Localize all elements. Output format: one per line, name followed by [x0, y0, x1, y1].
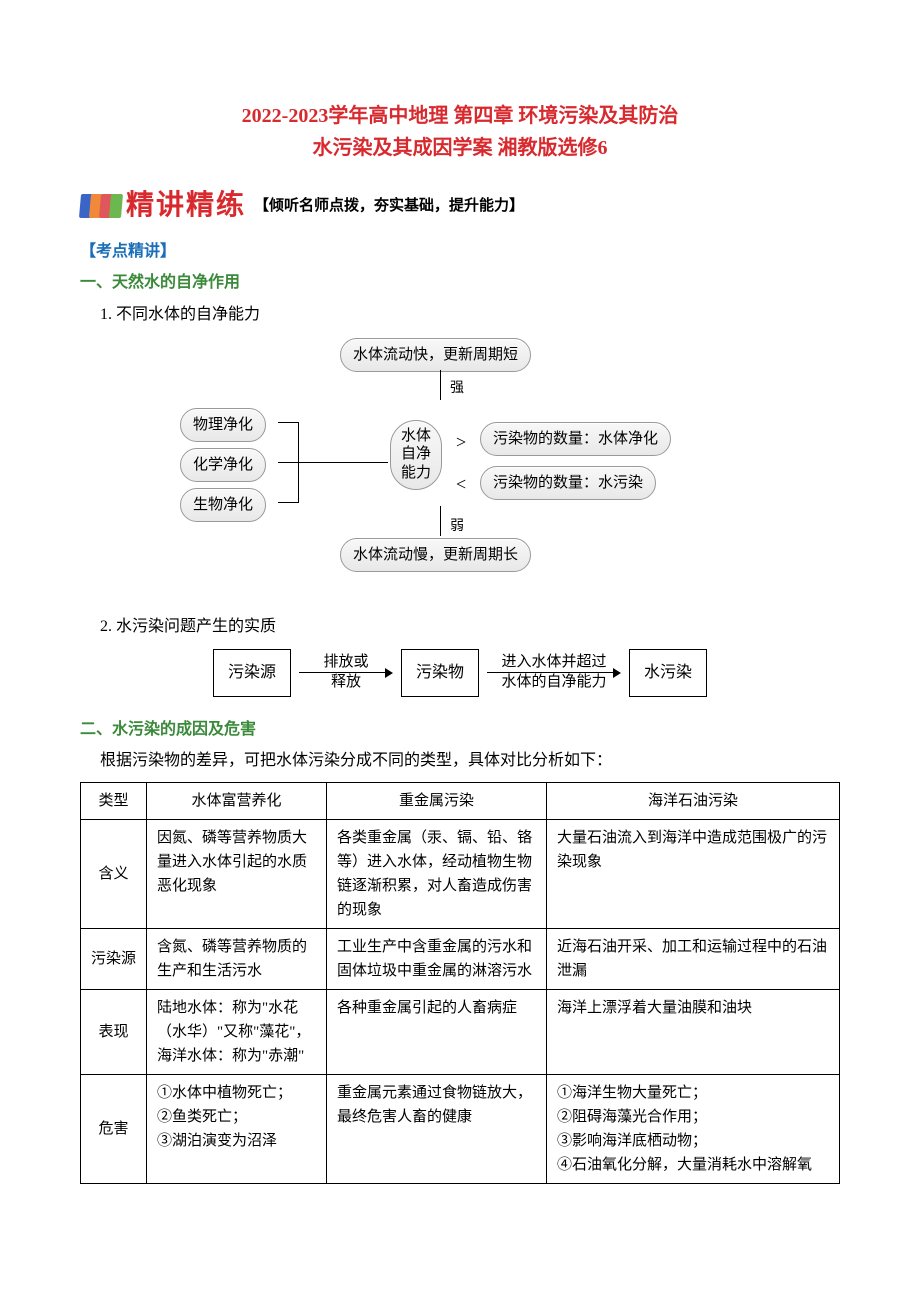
flow-box-1: 污染源: [213, 649, 291, 697]
table-header-row: 类型 水体富营养化 重金属污染 海洋石油污染: [81, 782, 840, 819]
table-row: 含义因氮、磷等营养物质大量进入水体引起的水质恶化现象各类重金属（汞、镉、铅、铬等…: [81, 819, 840, 928]
bubble-diagram: 水体流动快，更新周期短 强 物理净化 化学净化 生物净化 水体 自净 能力 > …: [180, 338, 740, 598]
row-head: 污染源: [81, 928, 147, 989]
connector-line: [298, 462, 388, 463]
banner-title: 精讲精练: [126, 184, 246, 229]
table-cell: 陆地水体：称为"水花（水华）"又称"藻花"，海洋水体：称为"赤潮": [147, 989, 327, 1074]
table-row: 表现陆地水体：称为"水花（水华）"又称"藻花"，海洋水体：称为"赤潮"各种重金属…: [81, 989, 840, 1074]
center-l2: 自净: [401, 445, 431, 464]
center-l1: 水体: [401, 427, 431, 446]
exam-points-label: 【考点精讲】: [80, 239, 840, 265]
connector-line: [440, 370, 441, 400]
banner-books-icon: [80, 194, 120, 218]
th-col2: 重金属污染: [327, 782, 547, 819]
flow-box-3: 水污染: [629, 649, 707, 697]
table-cell: ①水体中植物死亡； ②鱼类死亡； ③湖泊演变为沼泽: [147, 1074, 327, 1183]
bubble-top: 水体流动快，更新周期短: [340, 338, 531, 372]
book-icon: [109, 194, 123, 218]
page-title: 2022-2023学年高中地理 第四章 环境污染及其防治 水污染及其成因学案 湘…: [80, 100, 840, 164]
lt-symbol: <: [456, 470, 466, 499]
item-1: 1. 不同水体的自净能力: [100, 302, 840, 328]
center-l3: 能力: [401, 464, 431, 483]
bubble-right2: 污染物的数量：水污染: [480, 466, 656, 500]
table-cell: 工业生产中含重金属的污水和固体垃圾中重金属的淋溶污水: [327, 928, 547, 989]
row-head: 危害: [81, 1074, 147, 1183]
table-cell: 各类重金属（汞、镉、铅、铬等）进入水体，经动植物生物链逐渐积累，对人畜造成伤害的…: [327, 819, 547, 928]
arrow1-top: 排放或: [323, 653, 368, 673]
flow-diagram-wrap: 污染源 排放或 释放 污染物 进入水体并超过 水体的自净能力 水污染: [80, 649, 840, 697]
th-type: 类型: [81, 782, 147, 819]
table-cell: 各种重金属引起的人畜病症: [327, 989, 547, 1074]
bubble-left3: 生物净化: [180, 488, 266, 522]
connector-line: [278, 422, 298, 423]
table-cell: 海洋上漂浮着大量油膜和油块: [547, 989, 840, 1074]
gt-symbol: >: [456, 428, 466, 457]
table-cell: 大量石油流入到海洋中造成范围极广的污染现象: [547, 819, 840, 928]
arrow2-bot: 水体的自净能力: [501, 673, 606, 693]
arrow1-bot: 释放: [331, 673, 361, 693]
table-cell: 近海石油开采、加工和运输过程中的石油泄漏: [547, 928, 840, 989]
flow-diagram: 污染源 排放或 释放 污染物 进入水体并超过 水体的自净能力 水污染: [213, 649, 707, 697]
flow-arrow-1: 排放或 释放: [291, 653, 401, 693]
connector-line: [278, 462, 298, 463]
arrow-right-icon: [479, 672, 629, 673]
arrow-right-icon: [291, 672, 401, 673]
connector-line: [440, 506, 441, 536]
arrow2-top: 进入水体并超过: [501, 653, 606, 673]
bubble-right1: 污染物的数量：水体净化: [480, 422, 671, 456]
table-body: 含义因氮、磷等营养物质大量进入水体引起的水质恶化现象各类重金属（汞、镉、铅、铬等…: [81, 819, 840, 1183]
flow-box-2: 污染物: [401, 649, 479, 697]
table-row: 危害①水体中植物死亡； ②鱼类死亡； ③湖泊演变为沼泽重金属元素通过食物链放大，…: [81, 1074, 840, 1183]
bubble-diagram-wrap: 水体流动快，更新周期短 强 物理净化 化学净化 生物净化 水体 自净 能力 > …: [80, 338, 840, 598]
title-line1: 2022-2023学年高中地理 第四章 环境污染及其防治: [80, 100, 840, 132]
comparison-table: 类型 水体富营养化 重金属污染 海洋石油污染 含义因氮、磷等营养物质大量进入水体…: [80, 782, 840, 1184]
label-strong: 强: [450, 378, 464, 400]
connector-line: [278, 502, 298, 503]
th-col3: 海洋石油污染: [547, 782, 840, 819]
table-cell: 含氮、磷等营养物质的生产和生活污水: [147, 928, 327, 989]
flow-arrow-2: 进入水体并超过 水体的自净能力: [479, 653, 629, 693]
bubble-left1: 物理净化: [180, 408, 266, 442]
section2-intro: 根据污染物的差异，可把水体污染分成不同的类型，具体对比分析如下：: [100, 748, 840, 774]
row-head: 表现: [81, 989, 147, 1074]
table-cell: ①海洋生物大量死亡； ②阻碍海藻光合作用； ③影响海洋底栖动物； ④石油氧化分解…: [547, 1074, 840, 1183]
table-cell: 因氮、磷等营养物质大量进入水体引起的水质恶化现象: [147, 819, 327, 928]
section1-heading: 一、天然水的自净作用: [80, 270, 840, 296]
banner: 精讲精练 【倾听名师点拨，夯实基础，提升能力】: [80, 184, 840, 229]
title-line2: 水污染及其成因学案 湘教版选修6: [80, 132, 840, 164]
section2-heading: 二、水污染的成因及危害: [80, 717, 840, 743]
table-cell: 重金属元素通过食物链放大，最终危害人畜的健康: [327, 1074, 547, 1183]
item-2: 2. 水污染问题产生的实质: [100, 614, 840, 640]
th-col1: 水体富营养化: [147, 782, 327, 819]
banner-subtitle: 【倾听名师点拨，夯实基础，提升能力】: [254, 194, 524, 218]
table-row: 污染源含氮、磷等营养物质的生产和生活污水工业生产中含重金属的污水和固体垃圾中重金…: [81, 928, 840, 989]
row-head: 含义: [81, 819, 147, 928]
bubble-left2: 化学净化: [180, 448, 266, 482]
bubble-bottom: 水体流动慢，更新周期长: [340, 538, 531, 572]
label-weak: 弱: [450, 516, 464, 538]
bubble-center: 水体 自净 能力: [390, 420, 442, 490]
